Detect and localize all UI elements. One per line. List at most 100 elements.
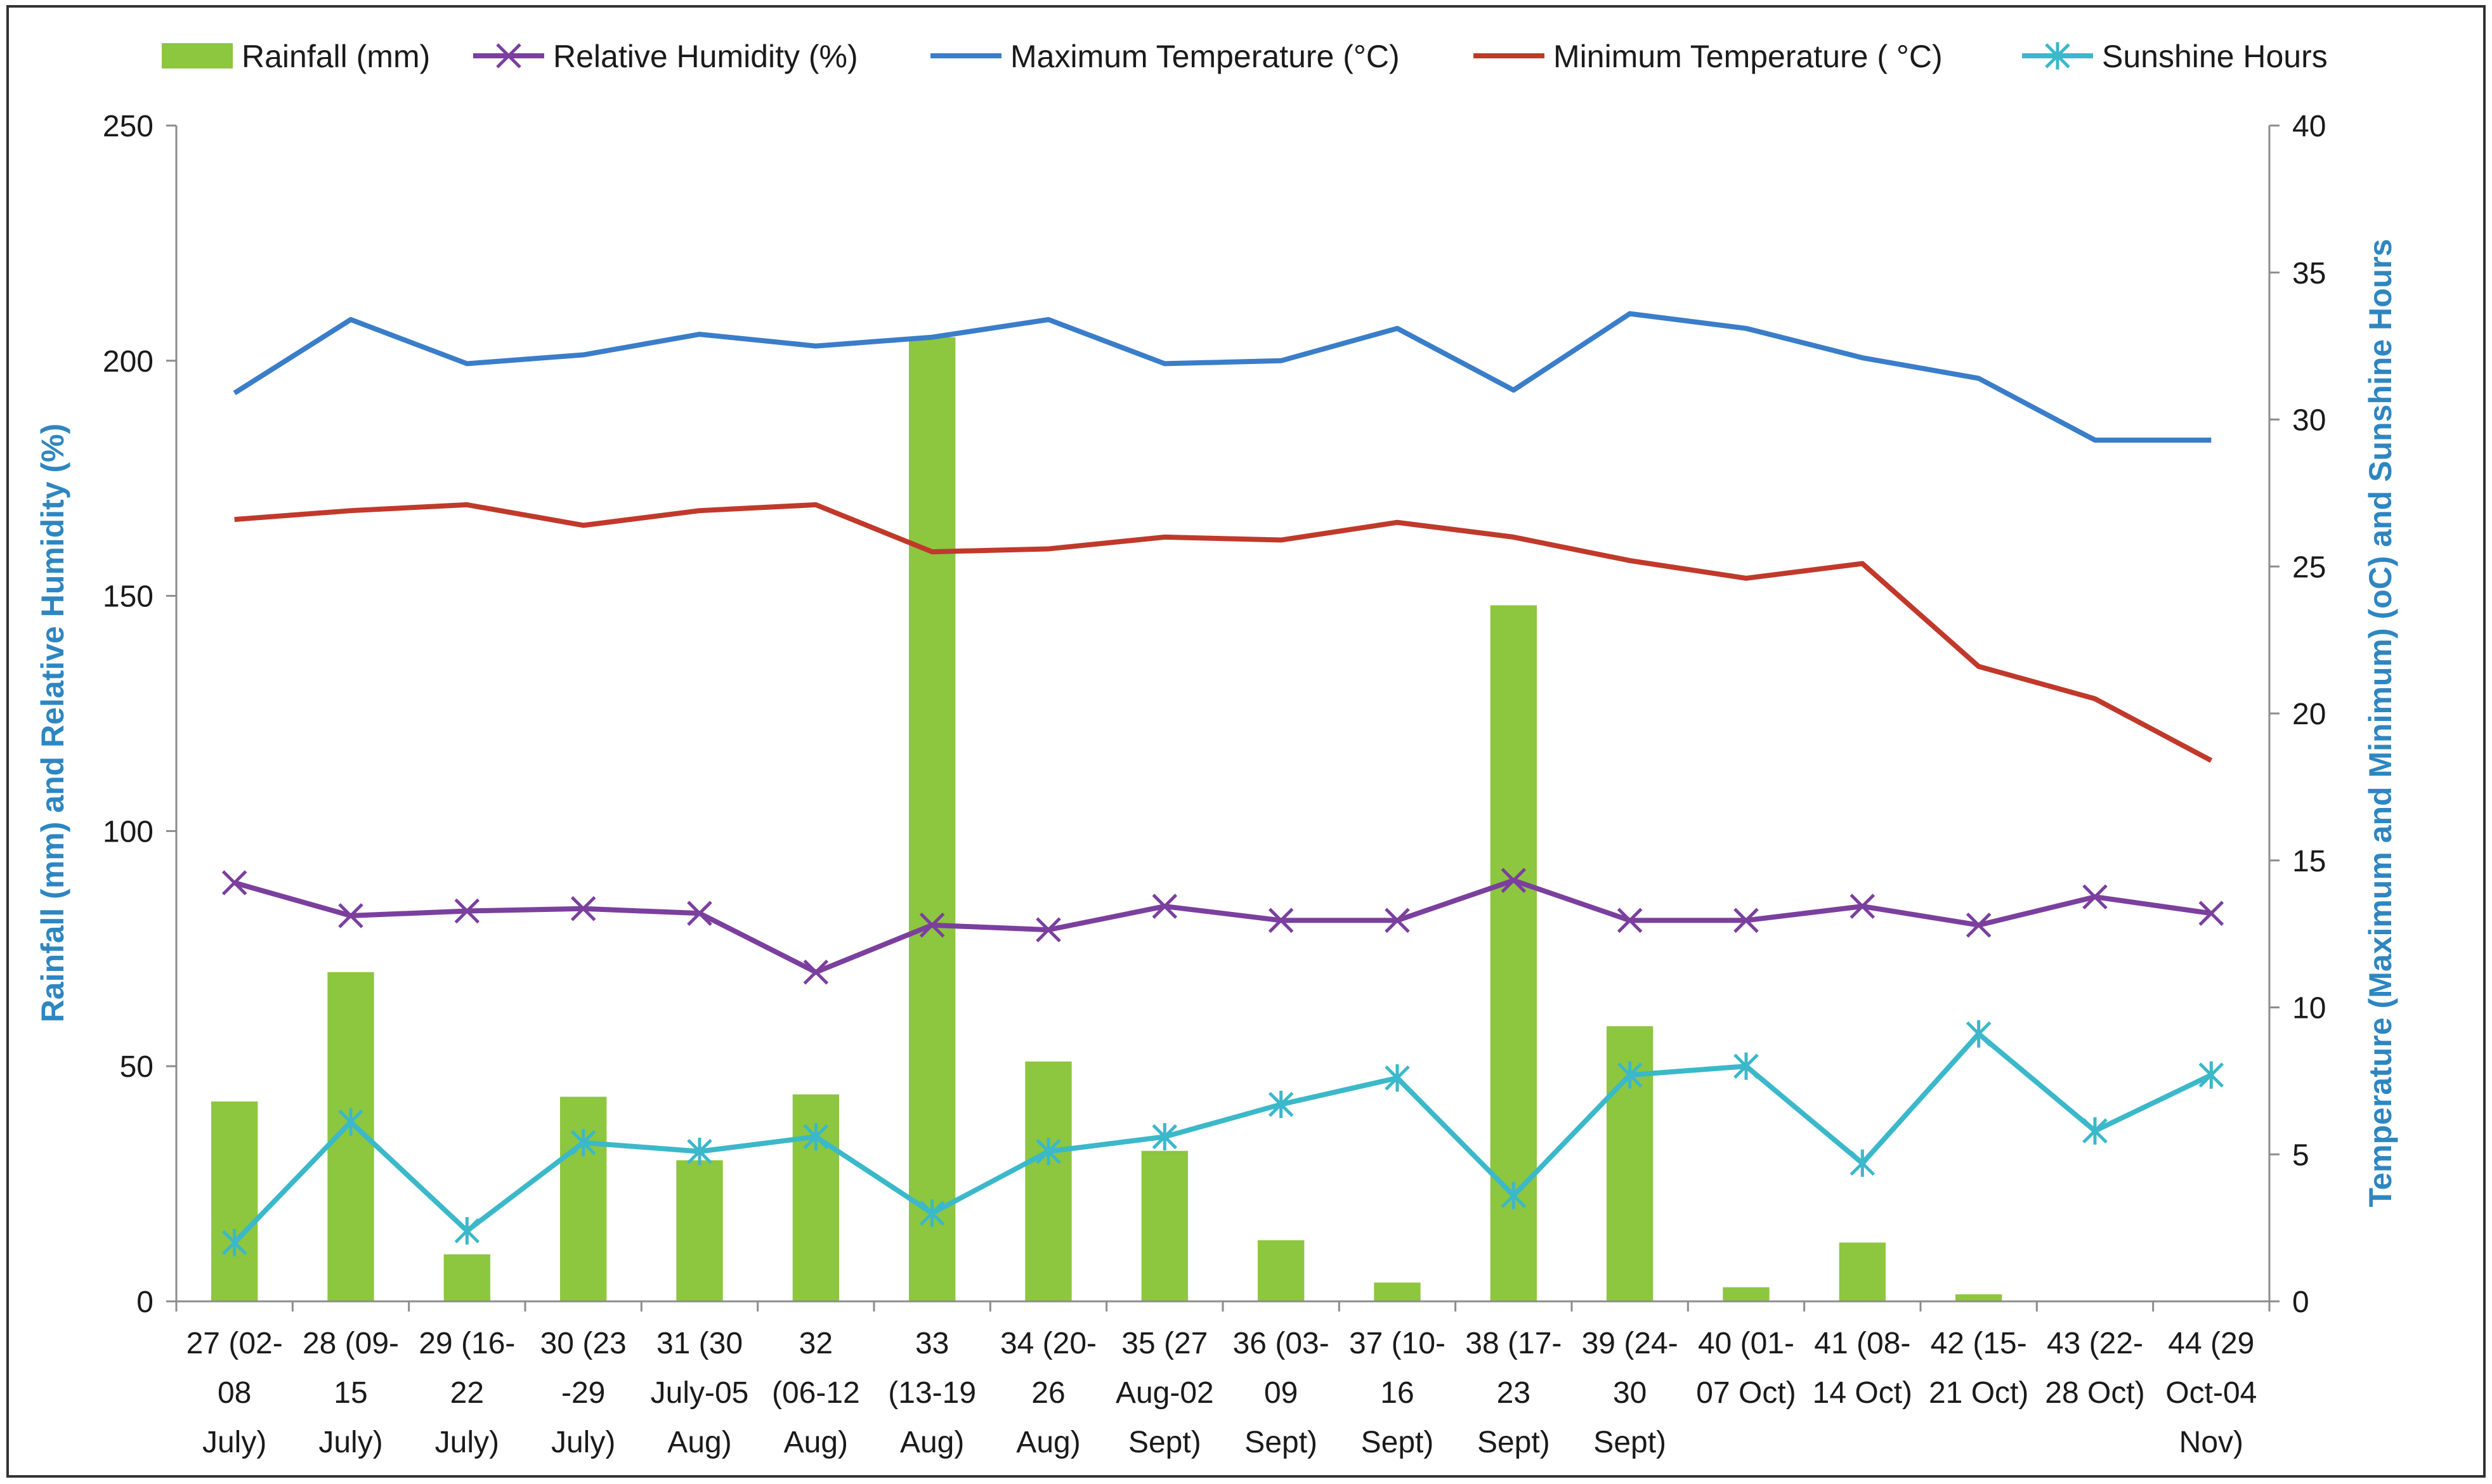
x-tick-label: 31 (30 (656, 1327, 743, 1360)
x-tick-label: 15 (334, 1376, 367, 1410)
rainfall-bar (1839, 1242, 1886, 1301)
legend-item-relative-humidity: Relative Humidity (%) (473, 39, 858, 74)
relative-humidity-point (2082, 884, 2108, 909)
rainfall-bar (443, 1254, 490, 1301)
relative-humidity-point (454, 898, 480, 924)
legend-marker (496, 43, 521, 68)
relative-humidity-point (1036, 917, 1061, 942)
x-tick-label: 23 (1497, 1376, 1530, 1410)
relative-humidity-point (338, 903, 363, 928)
series-lines (221, 311, 2224, 1256)
relative-humidity-point (1385, 908, 1410, 934)
x-tick-label: 35 (27 (1121, 1327, 1208, 1360)
x-tick-label: July) (318, 1426, 382, 1459)
chart-frame (6, 5, 2486, 1478)
maximum-temperature-c-line (233, 311, 2212, 443)
rainfall-bar (909, 337, 956, 1301)
y2-tick-label: 35 (2292, 257, 2326, 290)
x-tick-label: -29 (561, 1376, 605, 1410)
sunshine-hours-point (2198, 1061, 2224, 1089)
x-tick-label: 09 (1264, 1376, 1298, 1410)
x-tick-label: (13-19 (888, 1376, 976, 1410)
sunshine-hours-point (221, 1228, 247, 1256)
x-tick-label: Aug) (667, 1426, 731, 1459)
x-tick-label: 41 (08- (1814, 1327, 1910, 1360)
rainfall-bar (1374, 1282, 1421, 1301)
rainfall-bar (1955, 1294, 2002, 1301)
y-tick-label: 50 (120, 1050, 153, 1084)
sunshine-hours-series (221, 1020, 2224, 1256)
legend-label: Maximum Temperature (°C) (1010, 39, 1400, 74)
legend: Rainfall (mm) Relative Humidity (%) Maximu… (162, 39, 2328, 74)
x-tick-label: 40 (01- (1698, 1327, 1794, 1360)
relative-humidity-line (233, 878, 2212, 975)
sunshine-hours-line (232, 1031, 2213, 1245)
legend-marker (2045, 42, 2070, 70)
y2-tick-label: 40 (2292, 110, 2326, 143)
y2-axis-title: Temperature (Maximum and Minimum) (oC) a… (2363, 239, 2398, 1207)
y-tick-label: 150 (103, 580, 153, 614)
x-tick-label: 28 Oct) (2045, 1376, 2144, 1410)
x-tick-label: 26 (1031, 1376, 1065, 1410)
y2-tick-label: 15 (2292, 845, 2326, 878)
sunshine-hours-point (687, 1138, 712, 1166)
x-tick-label: Sept) (1477, 1426, 1550, 1459)
relative-humidity-point (1849, 894, 1876, 919)
x-tick-label: Sept) (1361, 1426, 1434, 1459)
x-tick-label: 29 (16- (419, 1327, 515, 1360)
sunshine-hours-point (803, 1123, 829, 1151)
sunshine-hours-point (1268, 1090, 1294, 1119)
sunshine-hours-point (919, 1199, 945, 1227)
rainfall-bar (676, 1160, 723, 1301)
rainfall-bar (1258, 1240, 1305, 1301)
rainfall-bar (1141, 1150, 1188, 1301)
x-tick-label: 39 (24- (1582, 1327, 1678, 1360)
relative-humidity-point (2198, 901, 2224, 926)
legend-label: Rainfall (mm) (242, 39, 430, 74)
sunshine-hours-point (2082, 1117, 2108, 1145)
y2-tick-label: 5 (2292, 1138, 2309, 1172)
legend-item-minimum-temperature-c: Minimum Temperature ( °C) (1473, 39, 1943, 74)
relative-humidity-point (687, 901, 712, 926)
relative-humidity-point (1966, 912, 1992, 938)
x-tick-label: 21 Oct) (1929, 1376, 2028, 1410)
legend-swatch (162, 43, 233, 68)
x-tick-label: July-05 (651, 1376, 749, 1410)
x-tick-label: 30 (23 (540, 1327, 627, 1360)
rainfall-bar (211, 1101, 258, 1301)
sunshine-hours-point (1733, 1052, 1759, 1080)
y2-tick-label: 0 (2292, 1285, 2309, 1319)
relative-humidity-point (221, 870, 247, 895)
x-tick-label: 38 (17- (1465, 1327, 1562, 1360)
x-tick-label: Aug) (900, 1426, 964, 1459)
sunshine-hours-point (1385, 1064, 1410, 1092)
x-tick-label: 30 (1613, 1376, 1647, 1410)
x-tick-label: Aug-02 (1116, 1376, 1214, 1410)
x-tick-label: (06-12 (772, 1376, 860, 1410)
y-tick-label: 250 (103, 110, 153, 143)
x-tick-label: 27 (02- (186, 1327, 283, 1360)
legend-label: Minimum Temperature ( °C) (1553, 39, 1943, 74)
sunshine-hours-point (1036, 1138, 1061, 1166)
sunshine-hours-point (570, 1129, 596, 1157)
y-tick-label: 0 (136, 1285, 153, 1319)
legend-item-sunshine-hours: Sunshine Hours (2022, 39, 2328, 74)
x-tick-label: 08 (218, 1376, 251, 1410)
rainfall-bars (211, 337, 2002, 1301)
legend-label: Relative Humidity (%) (553, 39, 858, 74)
x-tick-label: 16 (1380, 1376, 1414, 1410)
sunshine-hours-point (1617, 1061, 1643, 1089)
x-tick-label: 14 Oct) (1813, 1376, 1912, 1410)
rainfall-bar (1025, 1061, 1072, 1301)
x-tick-label: Oct-04 (2165, 1376, 2257, 1410)
legend-item-maximum-temperature-c: Maximum Temperature (°C) (930, 39, 1400, 74)
sunshine-hours-point (454, 1217, 480, 1245)
x-tick-label: Sept) (1128, 1426, 1201, 1459)
relative-humidity-series (221, 868, 2224, 985)
relative-humidity-point (1152, 894, 1178, 919)
relative-humidity-point (1501, 868, 1527, 894)
minimum-temperature-c-line (234, 502, 2213, 763)
relative-humidity-point (1268, 908, 1294, 934)
minimum-temperature-c-series (234, 502, 2213, 763)
y-tick-label: 100 (103, 815, 153, 849)
